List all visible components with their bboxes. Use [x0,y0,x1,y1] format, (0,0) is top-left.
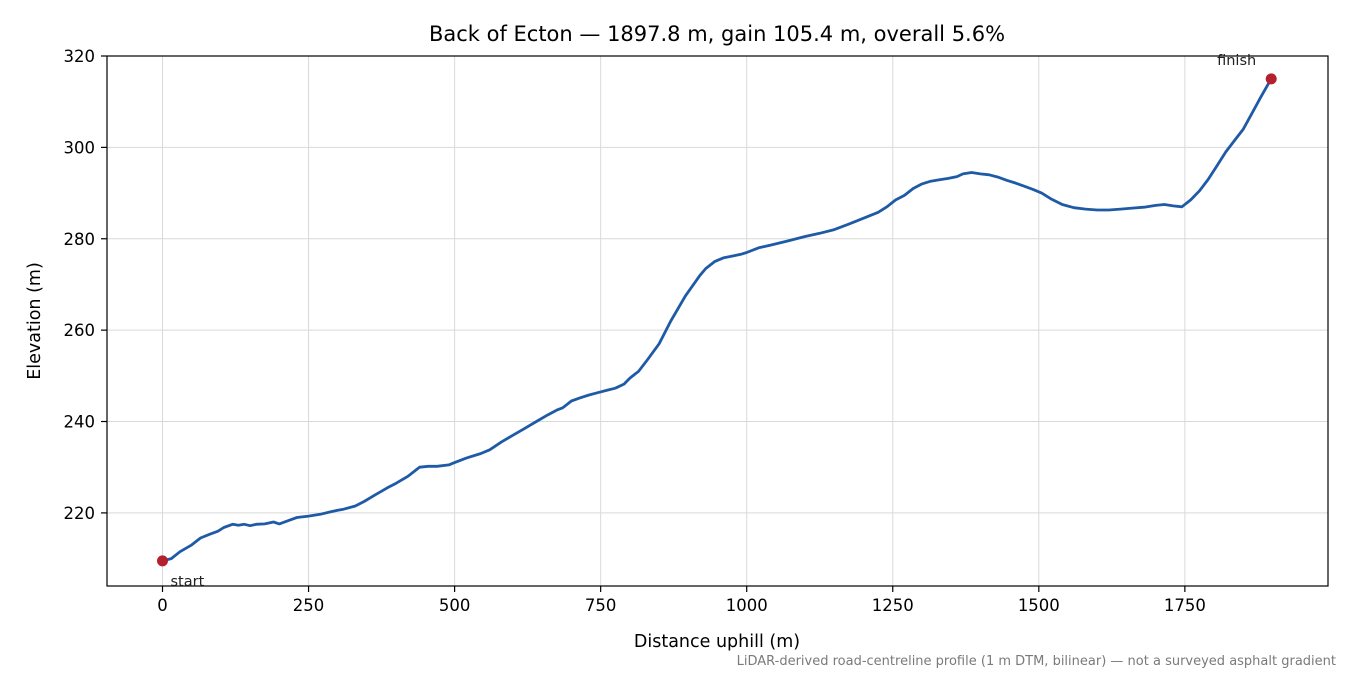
finish-marker [1265,73,1277,85]
y-tick-label: 260 [64,321,96,340]
x-tick-label: 1750 [1164,596,1206,615]
series-layer [161,77,1273,563]
elevation-line [161,77,1273,563]
x-axis: 0 250 500 750 1000 1250 1500 1750 [157,586,1206,615]
x-tick-label: 0 [157,596,168,615]
x-tick-label: 750 [585,596,617,615]
annotations: start finish [157,53,1277,590]
chart-title: Back of Ecton — 1897.8 m, gain 105.4 m, … [429,22,1005,46]
y-tick-label: 240 [64,413,96,432]
start-marker [157,555,168,567]
y-tick-label: 300 [64,138,96,157]
y-tick-label: 280 [64,230,96,249]
start-label: start [171,574,205,590]
x-tick-label: 500 [439,596,471,615]
x-axis-label: Distance uphill (m) [634,632,800,652]
x-tick-label: 1000 [726,596,768,615]
y-tick-label: 220 [64,504,96,523]
x-tick-label: 1500 [1018,596,1060,615]
footnote: LiDAR-derived road-centreline profile (1… [737,654,1336,669]
plot-frame [106,55,1329,587]
y-axis: 220 240 260 280 300 320 [64,47,107,523]
x-tick-label: 1250 [872,596,914,615]
y-tick-label: 320 [64,47,96,66]
x-tick-label: 250 [293,596,325,615]
y-axis-label: Elevation (m) [25,262,45,380]
finish-label: finish [1217,53,1256,69]
grid [107,55,1328,586]
